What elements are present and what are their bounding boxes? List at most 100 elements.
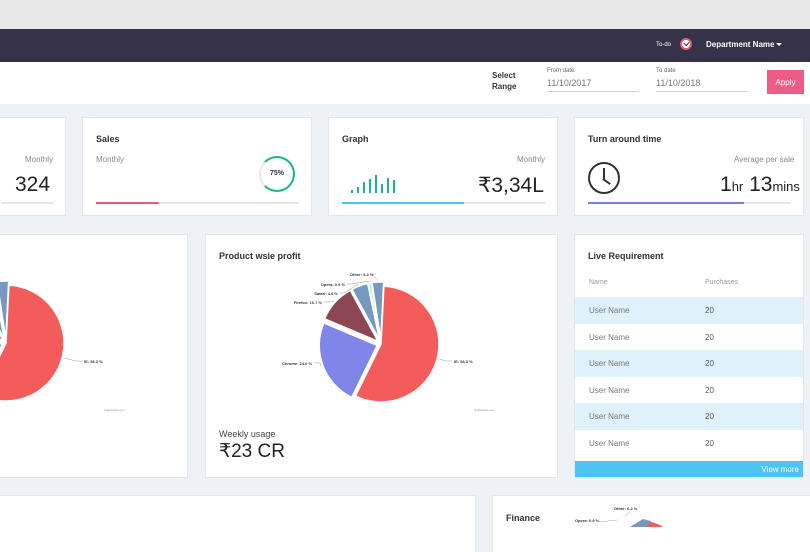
apply-button[interactable]: Apply <box>767 70 804 94</box>
row-purchases: 20 <box>705 306 714 315</box>
from-date-input[interactable]: 11/10/2017 <box>547 78 639 92</box>
view-more-button[interactable]: View more <box>575 461 803 477</box>
pie-connector <box>371 273 378 281</box>
pie-slice[interactable] <box>0 284 65 402</box>
pie-label: Firefox: 10.7 % <box>294 300 323 305</box>
tat-mins: 13 <box>749 173 773 196</box>
left-pie-chart: IE: 56.3 % Highcharts.com <box>0 280 125 412</box>
table-row[interactable]: User Name 20 <box>575 350 803 377</box>
sales-progress-ring: 75% <box>259 156 295 192</box>
department-label: Department Name <box>706 40 775 49</box>
finance-pie-chart: Other: 6.2 % Opera: 0.9 % <box>575 506 663 527</box>
finance-card: Finance Other: 6.2 % Opera: 0.9 % <box>492 495 810 552</box>
tat-hours: 1 <box>720 173 732 196</box>
graph-title: Graph <box>342 134 369 144</box>
sales-progress-fill <box>96 202 159 204</box>
first-progress <box>1 202 53 204</box>
sales-card: Sales Monthly 75% <box>82 117 312 216</box>
pie-slice[interactable] <box>323 289 380 343</box>
chart-credit: Highcharts.com <box>474 408 495 412</box>
clock-icon <box>588 162 620 194</box>
table-row[interactable]: User Name 20 <box>575 403 803 430</box>
graph-sub: Monthly <box>517 155 546 164</box>
bottom-left-card <box>0 495 476 552</box>
to-date-field[interactable]: To date 11/10/2018 <box>656 68 748 92</box>
row-purchases: 20 <box>705 412 714 421</box>
pie-slice[interactable] <box>318 321 379 399</box>
graph-progress-bar <box>342 202 545 204</box>
sales-progress-bar <box>96 202 299 204</box>
pie-slice[interactable] <box>0 289 5 342</box>
from-date-label: From date <box>547 68 575 74</box>
pie-connector <box>439 358 452 362</box>
tat-hr-unit: hr <box>731 179 744 194</box>
from-date-field[interactable]: From date 11/10/2017 <box>547 68 639 92</box>
pie-connector <box>340 283 359 294</box>
sales-ring-arc <box>259 156 295 192</box>
tat-title: Turn around time <box>588 134 662 144</box>
first-value: 324 <box>15 173 51 196</box>
graph-card: Graph Monthly ₹3,34L <box>328 117 558 216</box>
row-name: User Name <box>589 439 630 448</box>
row-purchases: 20 <box>705 359 714 368</box>
caret-down-icon <box>776 43 783 47</box>
row-name: User Name <box>589 359 630 368</box>
live-requirement-card: Live Requirement Name Purchases User Nam… <box>574 234 804 478</box>
pie-slice[interactable] <box>0 322 4 397</box>
tat-card: Turn around time Average per sale 1hr 13… <box>574 117 804 216</box>
table-row[interactable]: User Name 20 <box>575 324 803 351</box>
select-range-label: Select Range <box>492 70 516 92</box>
tat-progress-fill <box>588 202 745 204</box>
select-range-line1: Select <box>492 71 516 80</box>
row-name: User Name <box>589 306 630 315</box>
pie-label: Opera: 0.9 % <box>321 282 346 287</box>
to-date-input[interactable]: 11/10/2018 <box>656 78 748 92</box>
browser-strip <box>0 0 810 29</box>
pie-label: IE: 56.3 % <box>454 359 473 364</box>
row-purchases: 20 <box>705 439 714 448</box>
sales-sub: Monthly <box>96 155 125 164</box>
tat-progress-bar <box>588 202 791 204</box>
select-range-line2: Range <box>492 82 517 91</box>
table-row[interactable]: User Name 20 <box>575 297 803 324</box>
department-dropdown[interactable]: Department Name <box>706 40 783 49</box>
top-navbar: To-do Department Name <box>0 29 810 62</box>
todo-check-icon[interactable] <box>680 38 692 50</box>
row-name: User Name <box>589 333 630 342</box>
graph-progress-fill <box>342 202 464 204</box>
sales-title: Sales <box>96 134 120 144</box>
pie-slice[interactable] <box>0 280 10 340</box>
graph-value: ₹3,34L <box>478 174 544 197</box>
row-name: User Name <box>589 412 630 421</box>
live-title: Live Requirement <box>588 251 664 261</box>
finance-label-opera: Opera: 0.9 % <box>575 518 600 523</box>
todo-label[interactable]: To-do <box>656 42 672 48</box>
pie-connector <box>64 357 82 362</box>
table-row[interactable]: User Name 20 <box>575 377 803 404</box>
tat-min-unit: mins <box>772 179 800 194</box>
profit-title: Product wsie profit <box>219 251 301 261</box>
pie-slice[interactable] <box>0 283 6 340</box>
row-purchases: 20 <box>705 333 714 342</box>
col-header-name: Name <box>589 279 608 286</box>
weekly-usage-value: ₹23 CR <box>219 441 285 462</box>
stat-card-first: Monthly 324 <box>0 117 66 216</box>
chart-credit: Highcharts.com <box>104 408 125 412</box>
pie-slice[interactable] <box>371 281 385 341</box>
to-date-label: To date <box>656 68 676 74</box>
pie-connector <box>314 362 322 367</box>
row-name: User Name <box>589 386 630 395</box>
pie-connector <box>347 280 370 285</box>
left-pie-card: IE: 56.3 % Highcharts.com <box>0 234 188 478</box>
pie-label: Safari: 4.6 % <box>314 291 338 296</box>
weekly-usage-label: Weekly usage <box>219 429 276 439</box>
tat-sub: Average per sale <box>734 155 795 164</box>
row-purchases: 20 <box>705 386 714 395</box>
pie-slice[interactable] <box>354 285 440 403</box>
sales-percent: 75% <box>269 170 284 177</box>
pie-label: IE: 56.3 % <box>84 359 103 364</box>
sparkline-bars-icon <box>351 173 396 193</box>
pie-label: Chrome: 24.0 % <box>282 361 312 366</box>
finance-title: Finance <box>506 513 541 523</box>
table-row[interactable]: User Name 20 <box>575 430 803 457</box>
